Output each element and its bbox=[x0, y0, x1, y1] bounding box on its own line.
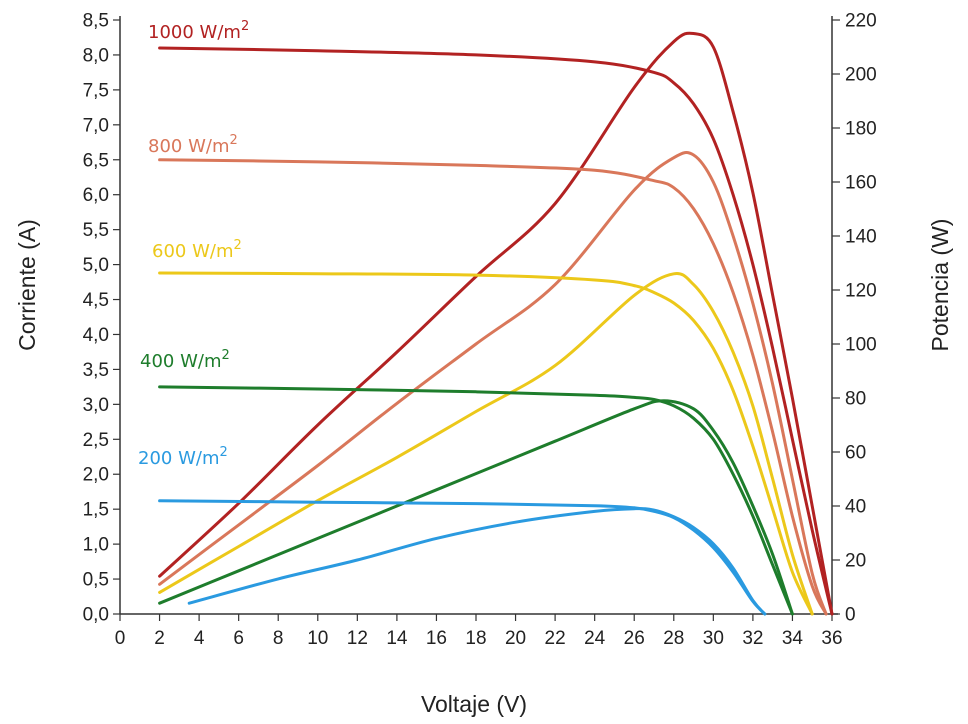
x-tick-label: 12 bbox=[347, 628, 368, 649]
x-tick-label: 20 bbox=[505, 628, 526, 649]
y2-tick-label: 60 bbox=[845, 443, 866, 464]
y2-tick-label: 160 bbox=[845, 173, 877, 194]
y2-tick-label: 200 bbox=[845, 65, 877, 86]
curves bbox=[158, 31, 834, 616]
y-tick-label: 4,0 bbox=[83, 325, 109, 346]
x-tick-label: 10 bbox=[307, 628, 328, 649]
y-tick-label: 5,0 bbox=[83, 255, 109, 276]
x-tick-label: 22 bbox=[545, 628, 566, 649]
x-tick-label: 34 bbox=[782, 628, 804, 649]
series-label-800: 800 W/m2 bbox=[148, 133, 238, 157]
y-tick-label: 1,5 bbox=[83, 500, 109, 521]
current-curve-800 bbox=[158, 158, 828, 616]
series-label-600: 600 W/m2 bbox=[152, 238, 242, 262]
y-tick-label: 7,5 bbox=[83, 80, 109, 101]
current-curve-600 bbox=[158, 271, 814, 616]
y-tick-label: 0,5 bbox=[83, 570, 109, 591]
y-tick-label: 8,5 bbox=[83, 11, 109, 32]
x-tick-label: 30 bbox=[703, 628, 724, 649]
power-curve-1000 bbox=[158, 31, 834, 616]
power-curve-400 bbox=[158, 399, 794, 616]
x-tick-label: 28 bbox=[663, 628, 684, 649]
x-axis-title: Voltaje (V) bbox=[421, 691, 527, 717]
power-curve-200 bbox=[187, 507, 767, 616]
y-tick-label: 2,0 bbox=[83, 465, 109, 486]
x-tick-label: 26 bbox=[624, 628, 645, 649]
y2-tick-label: 100 bbox=[845, 335, 877, 356]
x-tick-label: 32 bbox=[742, 628, 763, 649]
x-tick-label: 18 bbox=[465, 628, 486, 649]
y2-tick-label: 20 bbox=[845, 551, 866, 572]
y2-tick-label: 220 bbox=[845, 11, 877, 32]
x-tick-label: 6 bbox=[233, 628, 244, 649]
y-tick-label: 4,5 bbox=[83, 290, 109, 311]
current-curve-1000 bbox=[158, 46, 834, 616]
y2-tick-label: 40 bbox=[845, 497, 866, 518]
y-tick-label: 0,0 bbox=[83, 605, 109, 626]
y-tick-label: 8,0 bbox=[83, 45, 109, 66]
power-curve-800 bbox=[158, 150, 828, 616]
y-tick-label: 7,0 bbox=[83, 115, 109, 136]
x-tick-label: 4 bbox=[194, 628, 205, 649]
y-tick-label: 3,5 bbox=[83, 360, 109, 381]
series-labels: 1000 W/m2 800 W/m2 600 W/m2 400 W/m2 200 W/m… bbox=[138, 19, 249, 469]
y-axis-title: Corriente (A) bbox=[14, 219, 40, 351]
y2-tick-label: 80 bbox=[845, 389, 866, 410]
y-tick-label: 6,0 bbox=[83, 185, 109, 206]
series-label-200: 200 W/m2 bbox=[138, 445, 228, 469]
x-tick-label: 2 bbox=[154, 628, 165, 649]
y-tick-label: 5,5 bbox=[83, 220, 109, 241]
y-tick-label: 1,0 bbox=[83, 535, 109, 556]
y2-tick-label: 140 bbox=[845, 227, 877, 248]
y2-tick-label: 0 bbox=[845, 605, 856, 626]
y2-axis-title: Potencia (W) bbox=[927, 219, 953, 352]
x-tick-label: 0 bbox=[115, 628, 126, 649]
y-tick-label: 2,5 bbox=[83, 430, 109, 451]
y2-tick-label: 120 bbox=[845, 281, 877, 302]
y2-tick-label: 180 bbox=[845, 119, 877, 140]
series-label-400: 400 W/m2 bbox=[140, 348, 230, 372]
x-tick-label: 14 bbox=[386, 628, 408, 649]
x-tick-label: 36 bbox=[821, 628, 842, 649]
series-label-1000: 1000 W/m2 bbox=[148, 19, 249, 43]
power-curve-600 bbox=[158, 271, 814, 616]
x-tick-label: 8 bbox=[273, 628, 284, 649]
x-tick-label: 24 bbox=[584, 628, 606, 649]
axes: 0 2 4 6 8 10 12 14 16 18 20 22 24 26 28 30 32 34 360,00,51… bbox=[83, 11, 877, 650]
x-tick-label: 16 bbox=[426, 628, 447, 649]
y-tick-label: 3,0 bbox=[83, 395, 109, 416]
y-tick-label: 6,5 bbox=[83, 150, 109, 171]
